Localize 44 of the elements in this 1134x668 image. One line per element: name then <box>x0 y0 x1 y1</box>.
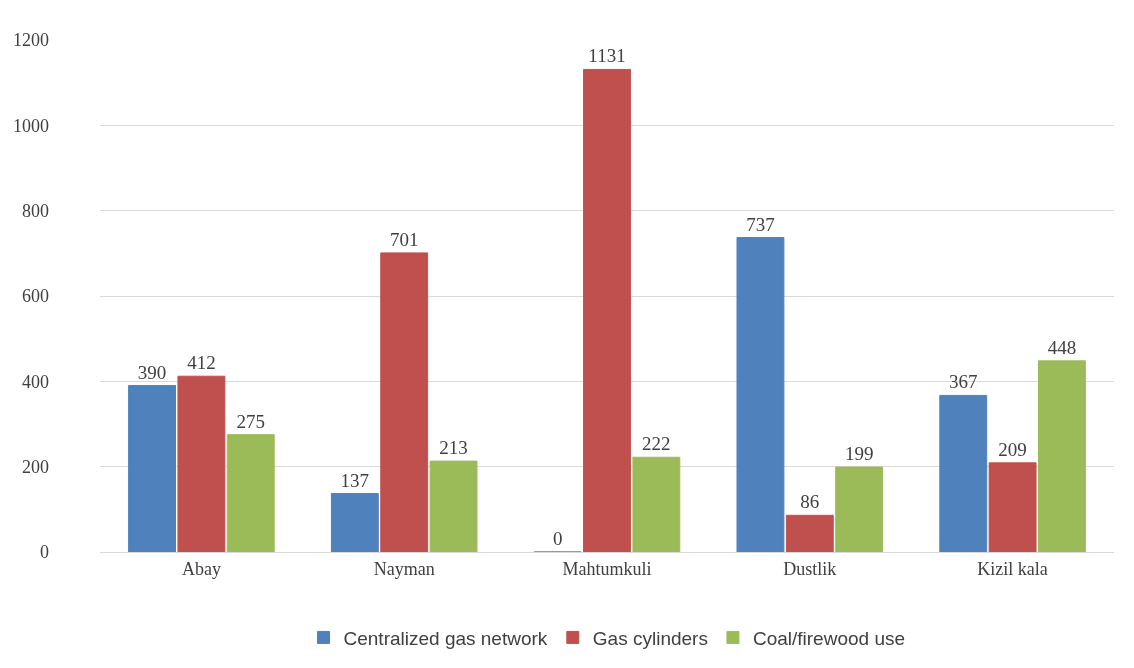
data-label: 367 <box>949 371 978 393</box>
bar <box>988 462 1037 552</box>
bar <box>632 456 681 552</box>
y-tick-label: 600 <box>22 286 49 307</box>
y-tick-label: 1200 <box>13 30 49 51</box>
data-label: 412 <box>187 352 216 374</box>
data-label: 222 <box>642 433 671 455</box>
data-label: 1131 <box>588 45 626 67</box>
bar <box>583 68 631 552</box>
data-label: 137 <box>340 469 370 491</box>
bar <box>1038 360 1086 552</box>
bar <box>939 394 988 552</box>
y-tick-label: 800 <box>22 200 49 221</box>
data-label: 0 <box>552 528 563 549</box>
legend-label: Coal/firewood use <box>752 627 906 649</box>
bar <box>835 466 884 552</box>
legend-label: Gas cylinders <box>592 627 708 649</box>
data-label: 448 <box>1047 336 1077 358</box>
data-label: 86 <box>800 491 820 513</box>
y-tick-label: 0 <box>40 542 49 563</box>
y-tick-label: 1000 <box>13 115 49 136</box>
data-label: 390 <box>137 361 167 383</box>
y-tick-label: 400 <box>22 371 49 392</box>
data-label: 209 <box>998 438 1027 460</box>
data-label: 213 <box>439 437 468 459</box>
x-tick-label: Mahtumkuli <box>562 558 652 579</box>
bar <box>226 434 275 552</box>
x-tick-label: Abay <box>181 558 221 579</box>
data-label: 701 <box>389 228 419 250</box>
x-tick-label: Dustlik <box>783 558 837 579</box>
bar <box>380 252 429 552</box>
bar <box>177 375 226 552</box>
data-label: 737 <box>746 213 775 235</box>
y-tick-label: 200 <box>22 456 49 477</box>
data-label: 275 <box>236 410 265 432</box>
bar <box>330 493 379 552</box>
bar <box>736 237 785 552</box>
legend-label: Centralized gas network <box>343 627 548 649</box>
data-label: 199 <box>844 443 874 465</box>
bar <box>429 460 478 552</box>
x-tick-label: Nayman <box>373 558 435 579</box>
bar <box>785 514 834 552</box>
bar <box>128 385 176 552</box>
x-tick-label: Kizil kala <box>977 558 1048 579</box>
